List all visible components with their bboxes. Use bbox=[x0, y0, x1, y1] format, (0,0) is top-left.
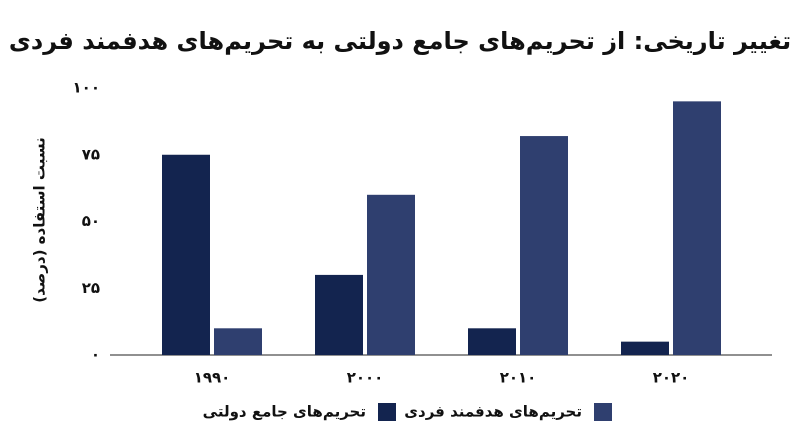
x-tick-label: ۲۰۲۰ bbox=[653, 369, 690, 387]
bar bbox=[214, 328, 262, 355]
y-tick-label: ۲۵ bbox=[82, 279, 100, 297]
bar bbox=[315, 274, 363, 355]
y-axis-label: نسبت استفاده (درصد) bbox=[31, 137, 49, 303]
y-tick-label: ۱۰۰ bbox=[73, 79, 100, 97]
x-tick-label: ۲۰۱۰ bbox=[500, 369, 537, 387]
legend-label: تحریم‌های جامع دولتی bbox=[203, 403, 366, 421]
bar bbox=[520, 136, 568, 355]
legend-swatch bbox=[378, 403, 396, 421]
legend-label: تحریم‌های هدفمند فردی bbox=[404, 403, 582, 421]
y-tick-label: ۷۵ bbox=[82, 145, 100, 163]
y-tick-label: ۵۰ bbox=[82, 212, 100, 230]
bar bbox=[468, 328, 516, 355]
bar bbox=[162, 154, 210, 355]
x-tick-label: ۲۰۰۰ bbox=[347, 369, 384, 387]
x-tick-label: ۱۹۹۰ bbox=[194, 369, 231, 387]
bar bbox=[621, 341, 669, 355]
y-tick-label: ۰ bbox=[91, 346, 100, 364]
bar bbox=[367, 194, 415, 355]
bar bbox=[673, 101, 721, 355]
chart-title: تغییر تاریخی: از تحریم‌های جامع دولتی به… bbox=[9, 27, 791, 55]
legend-swatch bbox=[594, 403, 612, 421]
